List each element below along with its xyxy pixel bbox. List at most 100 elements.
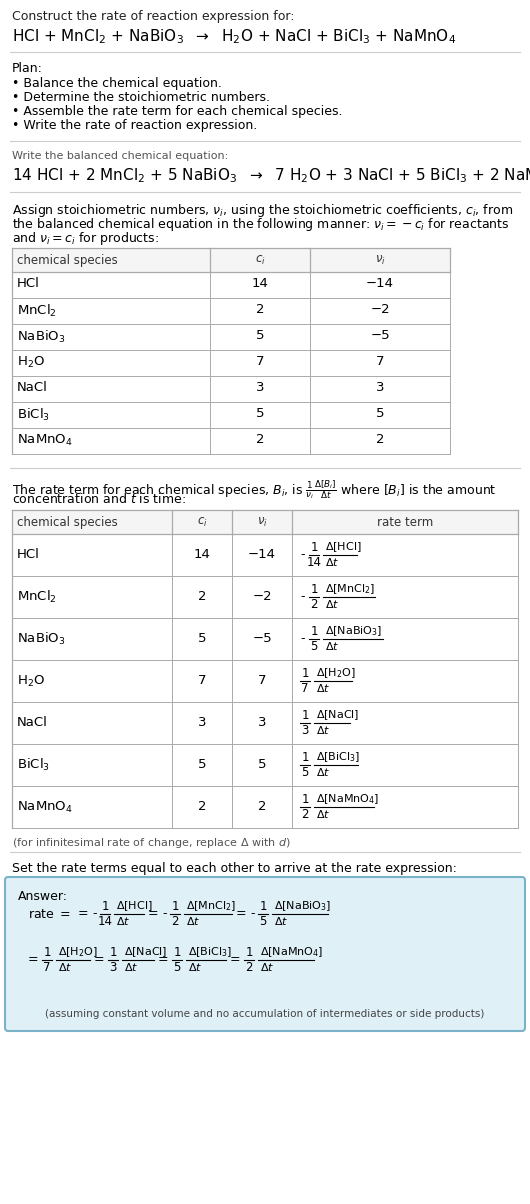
Text: 5: 5 (256, 407, 264, 420)
Text: • Determine the stoichiometric numbers.: • Determine the stoichiometric numbers. (12, 92, 270, 104)
Text: =: = (78, 908, 89, 921)
Text: -: - (300, 590, 305, 603)
Text: • Balance the chemical equation.: • Balance the chemical equation. (12, 77, 222, 90)
Text: BiCl$_3$: BiCl$_3$ (17, 757, 50, 773)
Text: $\Delta t$: $\Delta t$ (188, 961, 202, 973)
Text: −2: −2 (370, 303, 390, 315)
Text: 1: 1 (245, 946, 253, 960)
Text: H$_2$O: H$_2$O (17, 673, 45, 689)
Text: 1: 1 (173, 946, 181, 960)
Text: 2: 2 (258, 801, 266, 814)
Text: 3: 3 (109, 961, 117, 974)
Text: −14: −14 (366, 277, 394, 290)
Text: =: = (94, 954, 104, 967)
Text: $\Delta[\mathrm{MnCl_2}]$: $\Delta[\mathrm{MnCl_2}]$ (325, 583, 375, 596)
Text: MnCl$_2$: MnCl$_2$ (17, 303, 57, 319)
Text: • Write the rate of reaction expression.: • Write the rate of reaction expression. (12, 119, 257, 132)
Text: 14 HCl + 2 MnCl$_2$ + 5 NaBiO$_3$  $\rightarrow$  7 H$_2$O + 3 NaCl + 5 BiCl$_3$: 14 HCl + 2 MnCl$_2$ + 5 NaBiO$_3$ $\righ… (12, 166, 530, 184)
Text: $\Delta t$: $\Delta t$ (274, 915, 288, 927)
Text: 14: 14 (252, 277, 268, 290)
Text: $\Delta[\mathrm{H_2O}]$: $\Delta[\mathrm{H_2O}]$ (58, 945, 98, 960)
Text: −14: −14 (248, 549, 276, 561)
Text: Answer:: Answer: (18, 890, 68, 903)
Text: MnCl$_2$: MnCl$_2$ (17, 589, 57, 606)
Text: • Assemble the rate term for each chemical species.: • Assemble the rate term for each chemic… (12, 105, 342, 118)
Text: 3: 3 (256, 380, 264, 394)
Text: 2: 2 (171, 915, 179, 928)
Text: 1: 1 (301, 667, 309, 680)
Text: 5: 5 (302, 766, 308, 779)
Text: (assuming constant volume and no accumulation of intermediates or side products): (assuming constant volume and no accumul… (45, 1009, 485, 1019)
Text: −5: −5 (252, 632, 272, 645)
Text: $\nu_i$: $\nu_i$ (257, 517, 268, 529)
Text: 7: 7 (301, 681, 309, 695)
Text: $\Delta t$: $\Delta t$ (58, 961, 72, 973)
Text: chemical species: chemical species (17, 254, 118, 267)
Text: $\Delta[\mathrm{NaBiO_3}]$: $\Delta[\mathrm{NaBiO_3}]$ (274, 899, 331, 913)
Text: -: - (162, 908, 166, 921)
Text: HCl: HCl (17, 549, 40, 561)
FancyBboxPatch shape (5, 877, 525, 1031)
Text: HCl: HCl (17, 277, 40, 290)
Text: 1: 1 (310, 541, 318, 554)
Text: $\Delta[\mathrm{BiCl_3}]$: $\Delta[\mathrm{BiCl_3}]$ (188, 945, 232, 960)
Text: rate $=$: rate $=$ (28, 908, 71, 921)
Text: 3: 3 (302, 724, 308, 737)
Text: 1: 1 (301, 751, 309, 765)
Text: $\Delta[\mathrm{HCl}]$: $\Delta[\mathrm{HCl}]$ (325, 541, 361, 554)
Text: HCl + MnCl$_2$ + NaBiO$_3$  $\rightarrow$  H$_2$O + NaCl + BiCl$_3$ + NaMnO$_4$: HCl + MnCl$_2$ + NaBiO$_3$ $\rightarrow$… (12, 26, 456, 46)
Text: and $\nu_i = c_i$ for products:: and $\nu_i = c_i$ for products: (12, 230, 159, 247)
Text: NaBiO$_3$: NaBiO$_3$ (17, 329, 66, 346)
Text: concentration and $t$ is time:: concentration and $t$ is time: (12, 492, 186, 506)
Text: 2: 2 (245, 961, 253, 974)
Bar (12, 510, 518, 535)
Text: Construct the rate of reaction expression for:: Construct the rate of reaction expressio… (12, 10, 295, 23)
Text: $c_i$: $c_i$ (254, 254, 266, 267)
Text: $\Delta[\mathrm{BiCl_3}]$: $\Delta[\mathrm{BiCl_3}]$ (316, 750, 360, 765)
Text: 5: 5 (173, 961, 181, 974)
Text: $\Delta[\mathrm{MnCl_2}]$: $\Delta[\mathrm{MnCl_2}]$ (186, 899, 236, 913)
Text: $\Delta t$: $\Delta t$ (325, 598, 339, 610)
Text: 1: 1 (310, 625, 318, 638)
Text: -: - (250, 908, 254, 921)
Text: 3: 3 (198, 716, 206, 730)
Text: −5: −5 (370, 329, 390, 342)
Text: 7: 7 (256, 355, 264, 368)
Text: 2: 2 (256, 433, 264, 445)
Text: NaBiO$_3$: NaBiO$_3$ (17, 631, 66, 647)
Text: 1: 1 (109, 946, 117, 960)
Text: $\Delta t$: $\Delta t$ (316, 808, 330, 820)
Text: 2: 2 (256, 303, 264, 315)
Text: 14: 14 (98, 915, 112, 928)
Text: 3: 3 (376, 380, 384, 394)
Text: 1: 1 (301, 709, 309, 722)
Text: -: - (300, 549, 305, 561)
Text: 2: 2 (301, 808, 309, 821)
Text: chemical species: chemical species (17, 517, 118, 529)
Text: 2: 2 (376, 433, 384, 445)
Text: $\Delta t$: $\Delta t$ (116, 915, 130, 927)
Text: 1: 1 (301, 793, 309, 805)
Text: Write the balanced chemical equation:: Write the balanced chemical equation: (12, 150, 228, 161)
Text: 3: 3 (258, 716, 266, 730)
Text: $\Delta[\mathrm{NaCl}]$: $\Delta[\mathrm{NaCl}]$ (316, 708, 359, 722)
Text: Assign stoichiometric numbers, $\nu_i$, using the stoichiometric coefficients, $: Assign stoichiometric numbers, $\nu_i$, … (12, 202, 513, 219)
Text: Plan:: Plan: (12, 61, 43, 75)
Text: =: = (148, 908, 158, 921)
Text: 1: 1 (101, 901, 109, 913)
Text: $\Delta t$: $\Delta t$ (316, 724, 330, 736)
Text: NaMnO$_4$: NaMnO$_4$ (17, 799, 73, 815)
Text: $\Delta[\mathrm{NaCl}]$: $\Delta[\mathrm{NaCl}]$ (124, 945, 167, 960)
Text: rate term: rate term (377, 517, 433, 529)
Text: 1: 1 (259, 901, 267, 913)
Text: $\Delta[\mathrm{NaBiO_3}]$: $\Delta[\mathrm{NaBiO_3}]$ (325, 624, 382, 638)
Text: 5: 5 (256, 329, 264, 342)
Text: 7: 7 (43, 961, 51, 974)
Text: $\Delta t$: $\Delta t$ (260, 961, 275, 973)
Text: $\nu_i$: $\nu_i$ (375, 254, 385, 267)
Text: 1: 1 (171, 901, 179, 913)
Text: $\Delta[\mathrm{H_2O}]$: $\Delta[\mathrm{H_2O}]$ (316, 666, 356, 680)
Text: 5: 5 (310, 641, 317, 653)
Text: -: - (300, 632, 305, 645)
Text: 5: 5 (198, 632, 206, 645)
